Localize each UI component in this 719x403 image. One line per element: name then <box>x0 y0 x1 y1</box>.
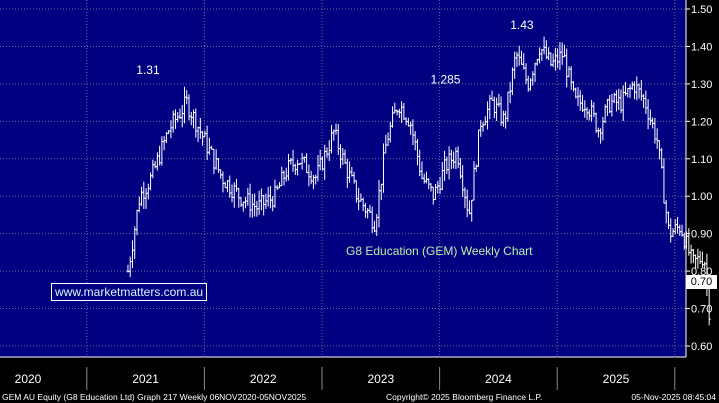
price-bar <box>698 250 702 265</box>
peak-annotation: 1.31 <box>136 63 160 77</box>
peak-annotation: 1.43 <box>510 18 534 32</box>
price-bars <box>126 36 711 326</box>
y-tick-label: 1.00 <box>691 191 712 203</box>
footer-center: Copyright© 2025 Bloomberg Finance L.P. <box>386 392 542 402</box>
last-price-label: 0.70 <box>686 275 717 289</box>
x-tick-label: 2025 <box>603 372 630 386</box>
x-axis: 2020 2021 2022 2023 2024 2025 <box>0 356 686 390</box>
y-axis: 1.501.401.301.201.101.000.900.800.700.60 <box>685 0 712 357</box>
x-tick-label: 2023 <box>367 372 394 386</box>
website-label[interactable]: www.marketmatters.com.au <box>51 283 208 301</box>
x-tick-label: 2021 <box>132 372 159 386</box>
x-tick-label: 2022 <box>250 372 277 386</box>
footer-left: GEM AU Equity (G8 Education Ltd) Graph 2… <box>2 392 306 402</box>
y-tick-label: 1.30 <box>691 79 712 91</box>
y-tick-label: 0.70 <box>691 304 712 316</box>
x-tick-label: 2020 <box>15 372 42 386</box>
y-tick-label: 1.40 <box>691 41 712 53</box>
high-annotations: 1.31 1.285 1.43 <box>136 18 534 86</box>
price-bar <box>689 244 693 264</box>
y-tick-label: 1.10 <box>691 154 712 166</box>
footer-right: 05-Nov-2025 08:45:04 <box>631 392 716 402</box>
y-tick-label: 0.60 <box>691 341 712 353</box>
plot-area <box>0 0 686 357</box>
x-tick-label: 2024 <box>485 372 512 386</box>
y-tick-label: 0.90 <box>691 229 712 241</box>
price-bar <box>691 248 695 264</box>
y-tick-label: 1.50 <box>691 4 712 16</box>
peak-annotation: 1.285 <box>430 73 460 87</box>
y-tick-label: 1.20 <box>691 116 712 128</box>
price-bar <box>687 228 691 256</box>
chart-title: G8 Education (GEM) Weekly Chart <box>346 244 533 258</box>
